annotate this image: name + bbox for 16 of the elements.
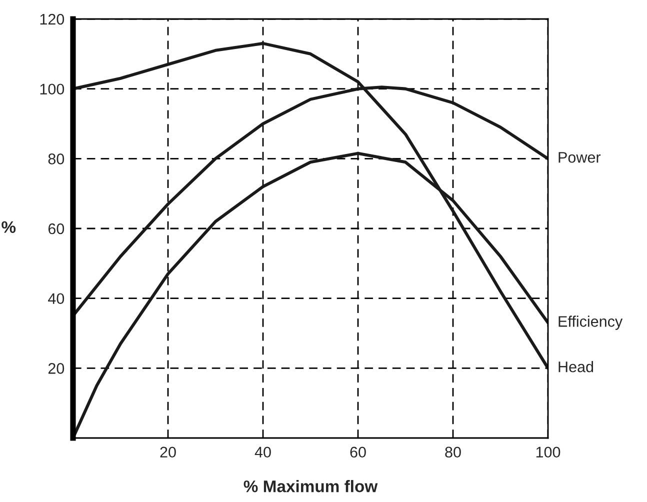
y-tick-label: 20 [48,363,64,374]
x-tick-label: 60 [350,446,366,458]
x-tick-label: 100 [536,446,560,458]
series-label: Head [558,361,594,372]
y-axis-title: % [2,221,16,233]
y-tick-label: 40 [48,293,64,304]
x-axis-title: % Maximum flow [244,480,378,492]
y-tick-label: 80 [48,154,64,164]
x-tick-label: 20 [160,446,176,458]
y-tick-label: 120 [40,14,64,25]
y-tick-label: 100 [40,84,64,95]
series-label: Efficiency [558,316,623,330]
x-tick-label: 80 [445,446,461,458]
x-tick-label: 40 [254,446,271,458]
y-tick-label: 60 [48,223,64,234]
series-label: Power [558,152,601,163]
